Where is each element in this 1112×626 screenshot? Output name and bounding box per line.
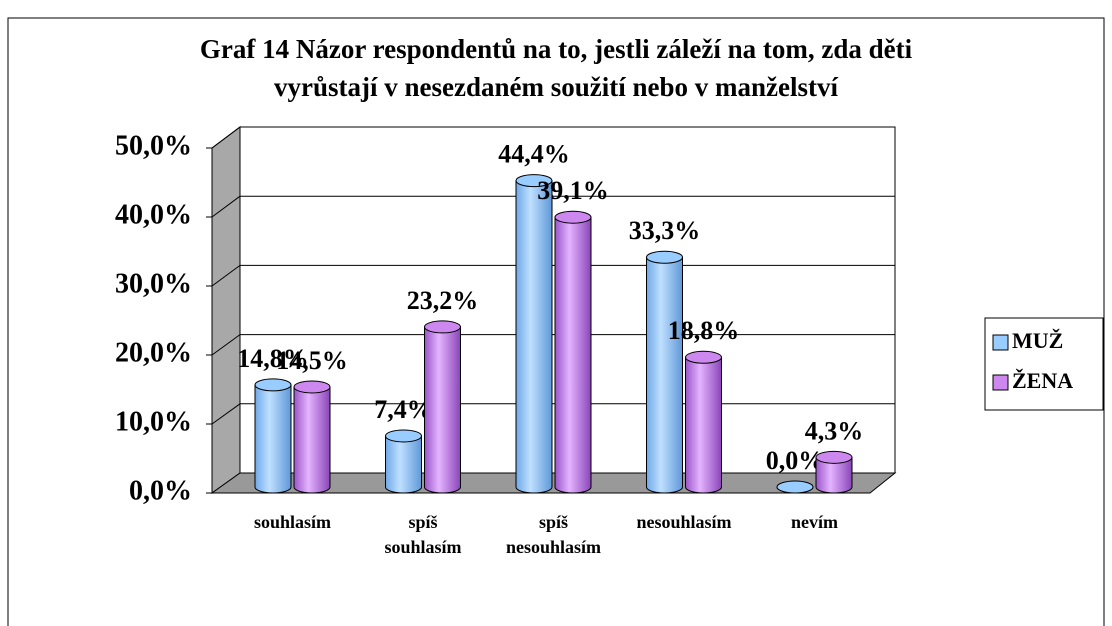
data-label: 4,3% — [805, 416, 864, 445]
bar — [815, 450, 853, 494]
bar-body — [385, 435, 422, 494]
data-label: 39,1% — [537, 176, 609, 205]
data-label: 0,0% — [766, 446, 825, 475]
bar-body — [815, 456, 853, 494]
grid-line — [211, 334, 241, 356]
y-tick-label: 20,0% — [115, 337, 192, 368]
y-tick-label: 10,0% — [115, 406, 192, 437]
chart-title: vyrůstají v nesezdaném soužití nebo v ma… — [274, 72, 838, 102]
bar — [424, 320, 461, 494]
x-tick-label: spíš souhlasím — [384, 512, 461, 557]
bar — [776, 480, 814, 494]
data-label: 14,5% — [276, 346, 348, 375]
x-tick-label: spíš nesouhlasím — [506, 512, 601, 557]
x-tick-label: nesouhlasím — [636, 512, 731, 532]
y-tick-label: 40,0% — [115, 199, 192, 230]
bar-body — [685, 356, 722, 494]
bar — [554, 210, 592, 494]
bar-body — [424, 326, 461, 494]
chart-title: Graf 14 Názor respondentů na to, jestli … — [200, 34, 913, 64]
data-label: 18,8% — [668, 316, 740, 345]
bar-body — [554, 216, 592, 494]
legend — [984, 317, 1104, 411]
data-label: 7,4% — [374, 395, 433, 424]
bar-top — [515, 174, 553, 188]
bar — [515, 174, 553, 494]
bar — [293, 380, 331, 494]
frame — [7, 17, 1105, 626]
bar-body — [646, 256, 683, 494]
data-label: 14,8% — [237, 344, 309, 373]
bar — [254, 378, 292, 494]
y-tick-label: 0,0% — [129, 475, 192, 506]
bar-top — [815, 450, 853, 464]
bar-top — [776, 480, 814, 494]
legend-label: ŽENA — [1012, 368, 1073, 393]
bar — [646, 250, 683, 494]
bar-top — [424, 320, 461, 334]
data-label: 44,4% — [498, 140, 570, 169]
legend-swatch — [992, 334, 1009, 351]
bar — [385, 429, 422, 494]
bar-top — [254, 378, 292, 392]
grid-line — [211, 403, 241, 425]
bar — [685, 350, 722, 494]
grid-line — [211, 195, 241, 218]
y-tick-label: 30,0% — [115, 268, 192, 299]
y-tick-label: 50,0% — [115, 130, 192, 161]
grid-line — [211, 264, 241, 287]
grid-line — [211, 126, 241, 149]
data-label: 23,2% — [407, 286, 479, 315]
data-label: 33,3% — [629, 216, 701, 245]
legend-swatch — [992, 374, 1009, 391]
bar-top — [554, 210, 592, 224]
bar-body — [254, 384, 292, 494]
bar-body — [293, 386, 331, 494]
bar-top — [293, 380, 331, 394]
x-tick-label: souhlasím — [254, 512, 331, 532]
bar-body — [515, 180, 553, 494]
x-tick-label: nevím — [791, 512, 838, 532]
bar-top — [646, 250, 683, 264]
side-wall — [211, 126, 241, 494]
legend-label: MUŽ — [1012, 328, 1063, 353]
floor — [210, 472, 897, 494]
bar-top — [685, 350, 722, 364]
bar-top — [385, 429, 422, 443]
